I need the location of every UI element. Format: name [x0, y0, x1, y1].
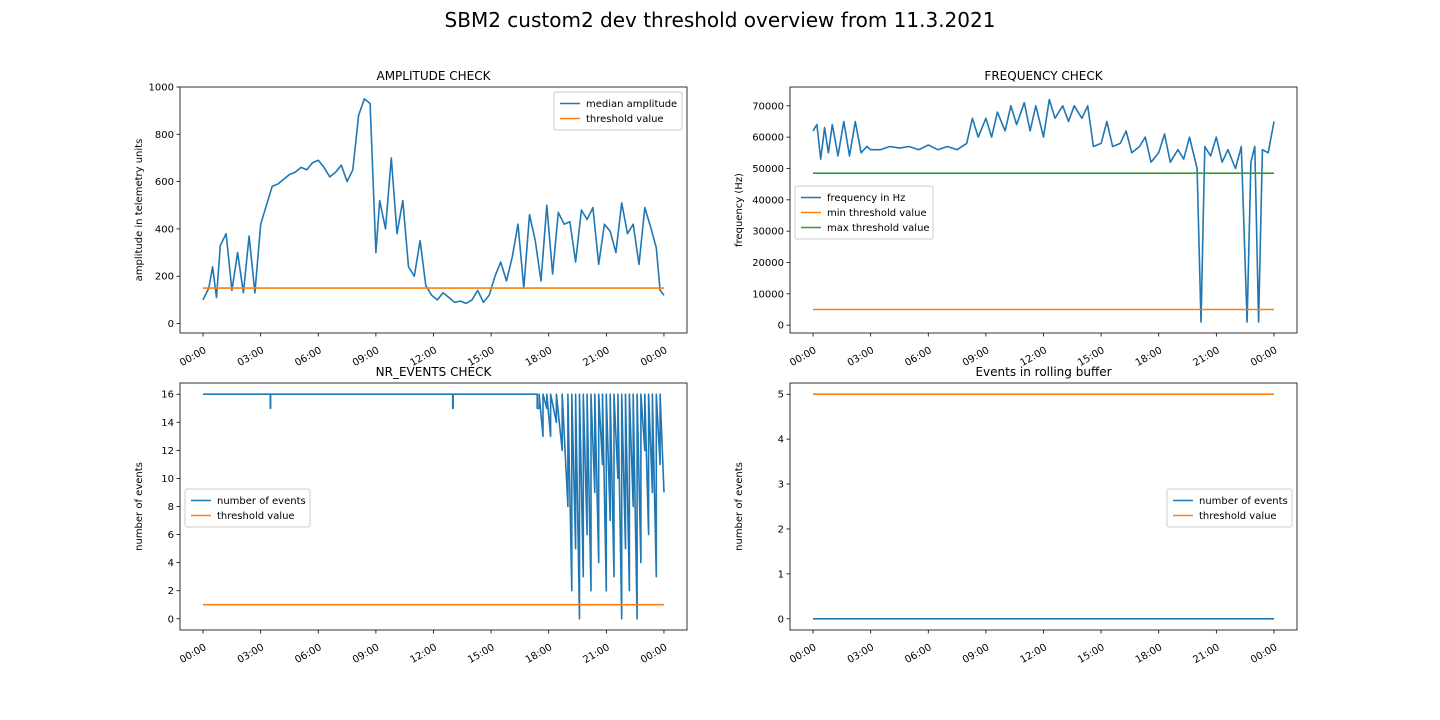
legend-label: min threshold value	[827, 208, 927, 219]
series-line-median-amplitude	[202, 98, 665, 305]
y-tick-label: 0	[778, 614, 784, 625]
x-tick-label: 00:00	[788, 345, 818, 369]
y-tick-label: 2	[168, 586, 174, 597]
y-tick-label: 3	[778, 480, 784, 491]
series-line-frequency-in-hz	[812, 98, 1275, 323]
x-tick-label: 00:00	[639, 345, 669, 369]
y-tick-label: 40000	[752, 195, 784, 206]
y-tick-label: 10	[161, 474, 174, 485]
y-axis-label: frequency (Hz)	[734, 173, 745, 247]
x-tick-label: 00:00	[788, 642, 818, 666]
y-tick-label: 5	[778, 390, 784, 401]
legend-label: number of events	[1199, 496, 1288, 507]
x-tick-label: 18:00	[1134, 345, 1164, 369]
chart-title: AMPLITUDE CHECK	[376, 69, 491, 83]
x-tick-label: 09:00	[961, 642, 991, 666]
figure-title: SBM2 custom2 dev threshold overview from…	[444, 8, 996, 32]
y-tick-label: 14	[161, 418, 174, 429]
x-tick-label: 15:00	[466, 642, 496, 666]
x-tick-label: 03:00	[846, 642, 876, 666]
x-tick-label: 00:00	[178, 642, 208, 666]
y-tick-label: 8	[168, 502, 174, 513]
plot-area	[203, 393, 665, 620]
y-tick-label: 1	[778, 569, 784, 580]
legend-label: max threshold value	[827, 223, 930, 234]
x-tick-label: 15:00	[1076, 642, 1106, 666]
x-tick-label: 12:00	[1019, 642, 1049, 666]
x-tick-label: 03:00	[236, 642, 266, 666]
y-tick-label: 1000	[149, 83, 174, 94]
y-tick-label: 2	[778, 524, 784, 535]
x-tick-label: 00:00	[178, 345, 208, 369]
y-tick-label: 30000	[752, 227, 784, 238]
legend: median amplitude threshold value	[553, 91, 683, 131]
x-tick-label: 09:00	[351, 642, 381, 666]
legend: number of events threshold value	[1166, 488, 1293, 528]
y-tick-label: 50000	[752, 164, 784, 175]
legend-label: threshold value	[217, 511, 295, 522]
y-tick-label: 200	[155, 272, 174, 283]
plot-area	[202, 98, 665, 305]
y-tick-label: 60000	[752, 133, 784, 144]
y-tick-label: 6	[168, 530, 174, 541]
legend-label: number of events	[217, 496, 306, 507]
y-tick-label: 4	[778, 435, 784, 446]
legend: number of events threshold value	[184, 488, 311, 528]
y-tick-label: 400	[155, 224, 174, 235]
x-tick-label: 06:00	[903, 345, 933, 369]
x-tick-label: 18:00	[524, 345, 554, 369]
legend-box	[794, 185, 934, 240]
legend-label: frequency in Hz	[827, 193, 905, 204]
x-tick-label: 06:00	[293, 642, 323, 666]
x-tick-label: 21:00	[581, 642, 611, 666]
x-tick-label: 18:00	[1134, 642, 1164, 666]
nr-events-check-chart: NR_EVENTS CHECK 0 2 4 6 8 10 12 14 16 00:00 03:00 06…	[134, 365, 688, 666]
legend-box	[553, 91, 683, 131]
x-tick-label: 12:00	[409, 642, 439, 666]
x-tick-label: 06:00	[903, 642, 933, 666]
x-tick-label: 06:00	[293, 345, 323, 369]
chart-title: NR_EVENTS CHECK	[376, 365, 493, 379]
legend-label: threshold value	[586, 114, 664, 125]
y-tick-label: 70000	[752, 101, 784, 112]
x-tick-label: 03:00	[846, 345, 876, 369]
y-tick-label: 0	[168, 614, 174, 625]
y-axis-label: number of events	[734, 462, 745, 551]
plot-area	[813, 393, 1274, 620]
x-tick-label: 03:00	[236, 345, 266, 369]
y-tick-label: 20000	[752, 258, 784, 269]
legend-label: median amplitude	[586, 99, 677, 110]
frequency-check-chart: FREQUENCY CHECK 0 10000 20000 30000 40000 5000…	[734, 69, 1298, 369]
x-tick-label: 00:00	[1249, 345, 1279, 369]
legend: frequency in Hz min threshold value max th…	[794, 185, 934, 240]
y-tick-label: 12	[161, 446, 174, 457]
rolling-buffer-chart: Events in rolling buffer 0 1 2 3 4 5 00:00 03:00…	[734, 365, 1298, 666]
series-line-number-of-events	[203, 393, 665, 620]
y-axis-label: amplitude in telemetry units	[134, 139, 145, 282]
y-tick-label: 10000	[752, 289, 784, 300]
legend-label: threshold value	[1199, 511, 1277, 522]
y-axis-label: number of events	[134, 462, 145, 551]
chart-title: FREQUENCY CHECK	[984, 69, 1103, 83]
y-tick-label: 800	[155, 130, 174, 141]
legend-box	[1166, 488, 1293, 528]
x-tick-label: 21:00	[1191, 345, 1221, 369]
x-tick-label: 00:00	[639, 642, 669, 666]
chart-title: Events in rolling buffer	[975, 365, 1111, 379]
y-tick-label: 0	[778, 321, 784, 332]
x-tick-label: 21:00	[1191, 642, 1221, 666]
x-tick-label: 00:00	[1249, 642, 1279, 666]
y-tick-label: 4	[168, 558, 174, 569]
amplitude-check-chart: AMPLITUDE CHECK 0 200 400 600 800 1000 00:00 03:…	[134, 69, 688, 369]
x-tick-label: 21:00	[581, 345, 611, 369]
plot-area	[812, 98, 1275, 323]
legend-box	[184, 488, 311, 528]
y-tick-label: 0	[168, 319, 174, 330]
y-tick-label: 600	[155, 177, 174, 188]
x-tick-label: 18:00	[524, 642, 554, 666]
y-tick-label: 16	[161, 390, 174, 401]
